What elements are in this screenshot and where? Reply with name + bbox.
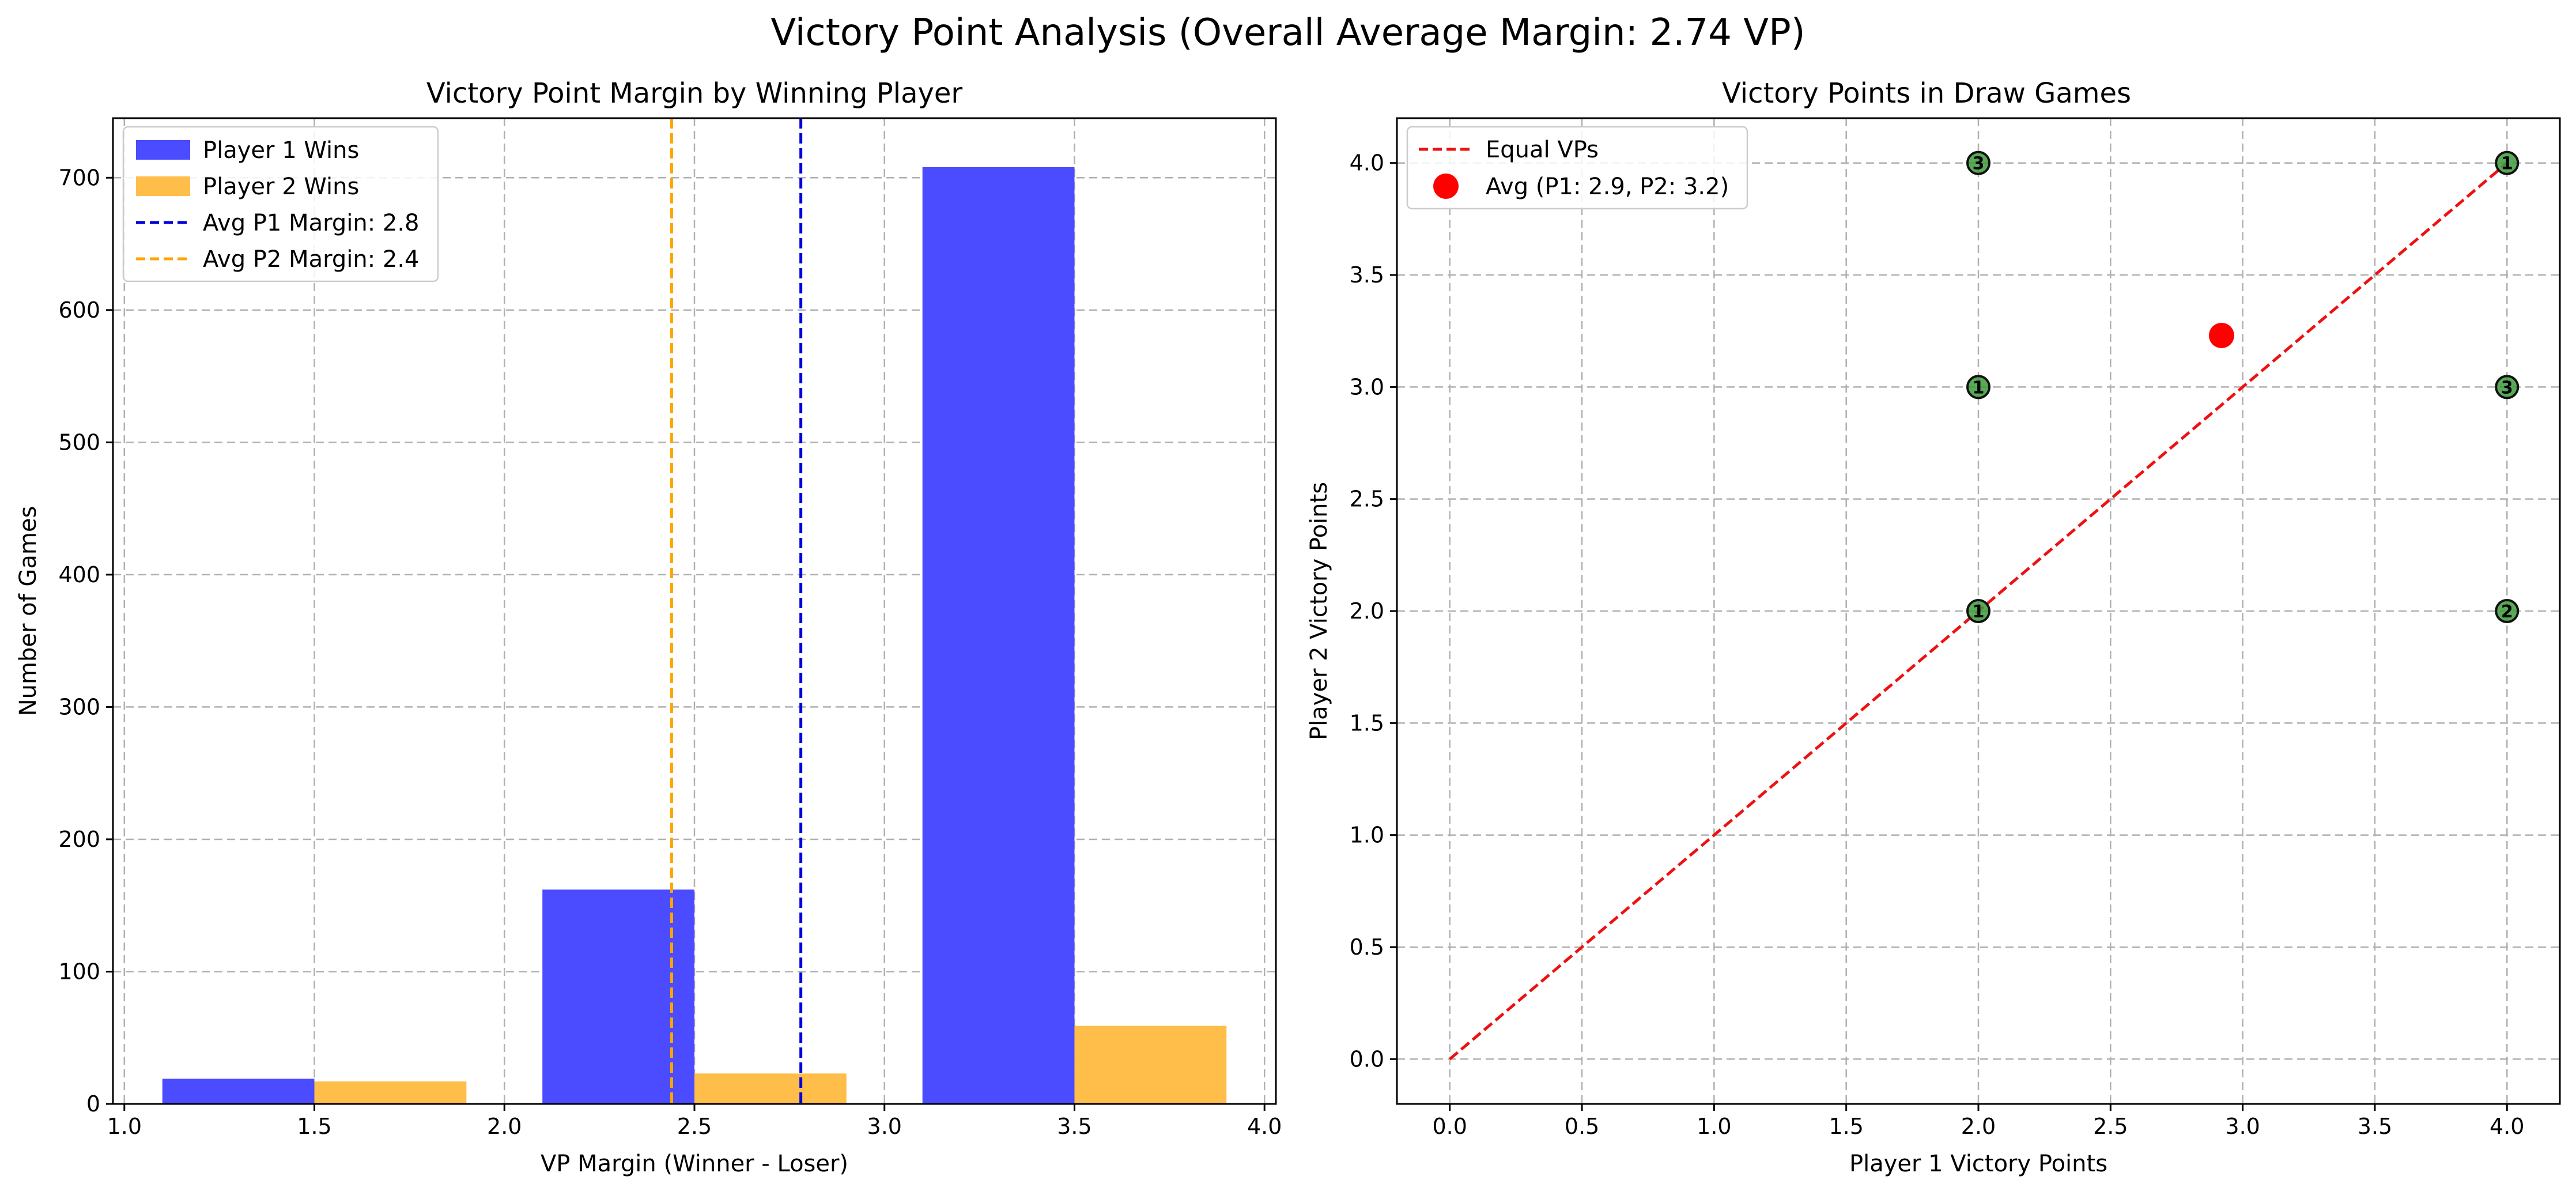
left-bars <box>162 167 1227 1104</box>
bar-p2-1 <box>694 1073 847 1104</box>
draw-point-label-2: 3 <box>1973 154 1985 174</box>
left-ytick-label-7: 700 <box>58 165 100 190</box>
legend-marker-average <box>1433 174 1459 199</box>
left-panel-title: Victory Point Margin by Winning Player <box>426 77 963 110</box>
right-ytick-label-1: 0.5 <box>1350 934 1384 960</box>
left-y-axis-label: Number of Games <box>15 506 41 717</box>
right-points: 1 1 3 2 3 1 <box>1966 150 2520 623</box>
left-ytick-label-2: 200 <box>58 827 100 852</box>
legend-label-avg-p1: Avg P1 Margin: 2.8 <box>203 210 420 236</box>
left-xtick-label-3: 2.5 <box>677 1114 712 1139</box>
draw-point-4 <box>2495 375 2520 399</box>
draw-point-label-4: 3 <box>2501 378 2513 398</box>
right-ytick-label-8: 4.0 <box>1350 150 1384 176</box>
left-ytick-label-3: 300 <box>58 694 100 719</box>
draw-point-3 <box>2495 599 2520 623</box>
draw-point-label-3: 2 <box>2501 602 2513 622</box>
bar-p1-1 <box>542 889 694 1104</box>
right-xtick-label-1: 0.5 <box>1565 1114 1599 1139</box>
right-xtick-label-4: 2.0 <box>1961 1114 1996 1139</box>
right-legend: Equal VPs Avg (P1: 2.9, P2: 3.2) <box>1406 126 1748 210</box>
left-x-axis-label: VP Margin (Winner - Loser) <box>541 1151 848 1177</box>
average-point <box>2208 322 2234 348</box>
left-panel-histogram: Victory Point Margin by Winning Player 1… <box>15 77 1282 1177</box>
left-grid <box>113 118 1276 1105</box>
right-xtick-label-5: 2.5 <box>2093 1114 2128 1139</box>
legend-label-p1: Player 1 Wins <box>203 137 359 164</box>
left-legend-box <box>122 126 439 282</box>
draw-point-0 <box>1966 599 1990 623</box>
draw-point-label-5: 1 <box>2501 154 2513 174</box>
draw-point-1 <box>1966 375 1990 399</box>
left-xtick-label-1: 1.5 <box>297 1114 331 1139</box>
left-x-ticks: 1.0 1.5 2.0 2.5 3.0 3.5 4.0 <box>107 1104 1282 1139</box>
right-xtick-label-6: 3.0 <box>2225 1114 2260 1139</box>
right-xtick-label-7: 3.5 <box>2358 1114 2392 1139</box>
draw-point-label-0: 1 <box>1973 602 1985 622</box>
bar-p2-2 <box>1074 1026 1227 1104</box>
left-ytick-label-1: 100 <box>58 959 100 984</box>
legend-label-avg-p2: Avg P2 Margin: 2.4 <box>203 246 420 273</box>
left-ytick-label-5: 500 <box>58 429 100 455</box>
right-ytick-label-2: 1.0 <box>1350 823 1384 848</box>
right-ytick-label-4: 2.0 <box>1350 598 1384 624</box>
draw-point-5 <box>2495 150 2520 175</box>
legend-swatch-p2 <box>136 176 190 196</box>
bar-p1-0 <box>162 1079 315 1104</box>
right-ytick-label-6: 3.0 <box>1350 374 1384 399</box>
right-xtick-label-0: 0.0 <box>1433 1114 1467 1139</box>
figure-title: Victory Point Analysis (Overall Average … <box>770 12 1805 54</box>
left-xtick-label-6: 4.0 <box>1247 1114 1282 1139</box>
left-ytick-label-0: 0 <box>86 1091 100 1117</box>
left-xtick-label-4: 3.0 <box>867 1114 902 1139</box>
left-xtick-label-2: 2.0 <box>487 1114 522 1139</box>
right-y-axis-label: Player 2 Victory Points <box>1306 482 1332 740</box>
left-legend: Player 1 Wins Player 2 Wins Avg P1 Margi… <box>122 126 439 282</box>
right-panel-title: Victory Points in Draw Games <box>1722 77 2131 110</box>
left-ytick-label-6: 600 <box>58 297 100 323</box>
right-ytick-label-0: 0.0 <box>1350 1046 1384 1072</box>
legend-label-equal-vps: Equal VPs <box>1486 137 1599 163</box>
legend-label-p2: Player 2 Wins <box>203 174 359 200</box>
right-xtick-label-2: 1.0 <box>1697 1114 1731 1139</box>
left-y-ticks: 0 100 200 300 400 500 600 700 <box>58 165 113 1117</box>
right-ytick-label-5: 2.5 <box>1350 487 1384 512</box>
bar-p1-2 <box>922 167 1075 1104</box>
legend-label-average: Avg (P1: 2.9, P2: 3.2) <box>1486 174 1729 200</box>
right-y-ticks: 0.0 0.5 1.0 1.5 2.0 2.5 3.0 3.5 4.0 <box>1350 150 1397 1072</box>
draw-point-label-1: 1 <box>1973 378 1985 398</box>
right-legend-box <box>1406 126 1748 210</box>
right-x-ticks: 0.0 0.5 1.0 1.5 2.0 2.5 3.0 3.5 4.0 <box>1433 1104 2524 1139</box>
legend-swatch-p1 <box>136 140 190 160</box>
right-grid <box>1397 118 2560 1104</box>
left-xtick-label-5: 3.5 <box>1057 1114 1091 1139</box>
left-ytick-label-4: 400 <box>58 562 100 587</box>
draw-point-2 <box>1966 150 1990 175</box>
left-xtick-label-0: 1.0 <box>107 1114 142 1139</box>
bar-p2-0 <box>314 1081 467 1104</box>
right-xtick-label-8: 4.0 <box>2490 1114 2524 1139</box>
right-ytick-label-3: 1.5 <box>1350 710 1384 736</box>
right-x-axis-label: Player 1 Victory Points <box>1849 1151 2107 1177</box>
right-xtick-label-3: 1.5 <box>1829 1114 1863 1139</box>
right-ytick-label-7: 3.5 <box>1350 262 1384 288</box>
